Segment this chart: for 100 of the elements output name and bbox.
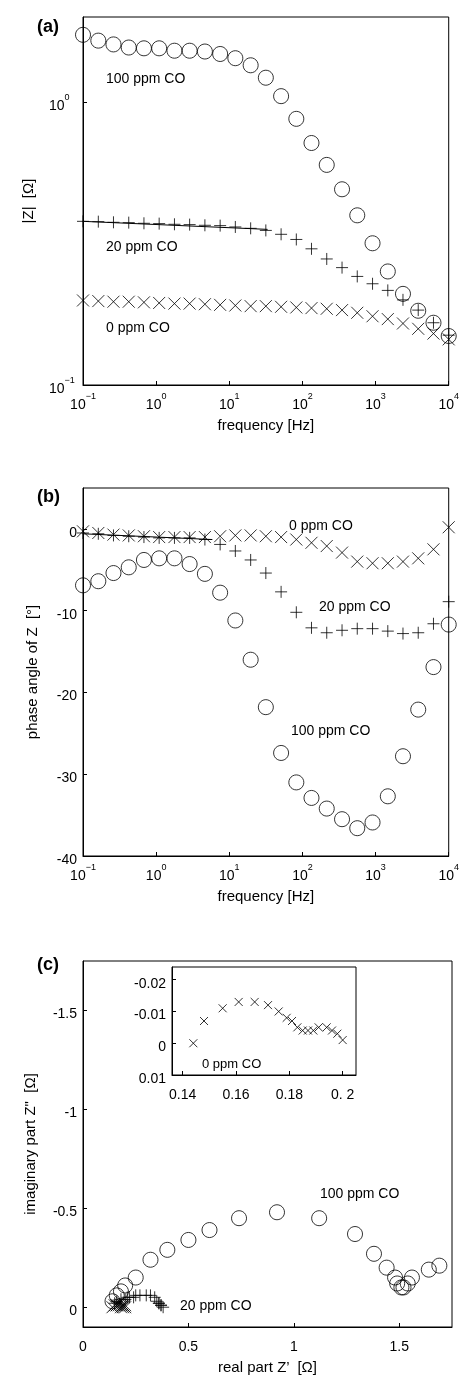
point: [303, 789, 320, 806]
x-tick-label: 1: [289, 1338, 298, 1354]
point: [349, 820, 366, 837]
point: [213, 219, 227, 233]
point: [242, 651, 259, 668]
point: [269, 1204, 285, 1221]
point: [403, 1269, 420, 1286]
point: [334, 181, 351, 198]
point: [106, 215, 120, 229]
point: [442, 332, 456, 346]
point: [335, 546, 349, 560]
point: [320, 252, 334, 266]
point: [152, 296, 166, 310]
x-tick-label: 0. 2: [330, 1086, 355, 1102]
point: [231, 1210, 248, 1227]
point: [105, 36, 122, 53]
point: [183, 297, 197, 311]
point: [120, 39, 137, 56]
point: [75, 577, 91, 594]
point: [320, 626, 334, 640]
point: [274, 1006, 284, 1016]
series-label: 100 ppm CO: [291, 722, 371, 738]
series-label: 20 ppm CO: [106, 238, 178, 254]
point: [292, 1022, 302, 1032]
point: [420, 1261, 437, 1278]
point: [181, 556, 198, 573]
point: [122, 295, 136, 309]
point: [228, 544, 242, 558]
point: [212, 45, 229, 62]
point: [366, 277, 380, 291]
point: [212, 584, 229, 601]
point: [411, 551, 425, 565]
point: [166, 42, 183, 59]
point: [387, 1269, 404, 1286]
point: [366, 1245, 382, 1262]
point: [259, 299, 273, 313]
point: [274, 585, 288, 599]
point: [282, 1013, 292, 1023]
point: [318, 156, 335, 173]
point: [137, 295, 151, 309]
point: [273, 88, 290, 105]
point: [244, 553, 258, 567]
point: [263, 1000, 273, 1010]
y-tick-label: -0.01: [134, 1006, 167, 1023]
y-tick-label: -10: [56, 605, 78, 622]
point: [308, 1026, 318, 1036]
point: [242, 57, 259, 74]
point: [366, 622, 380, 636]
point: [350, 622, 364, 636]
point: [117, 1277, 134, 1294]
point: [288, 774, 305, 791]
point: [274, 300, 288, 314]
point: [394, 748, 411, 765]
y-tick-label: -20: [56, 687, 78, 704]
point: [426, 617, 440, 631]
x-tick-label: 0: [79, 1338, 88, 1354]
point: [304, 536, 318, 550]
point: [366, 556, 380, 570]
chart-title: (c): [37, 954, 59, 974]
x-axis-title: real part Z’ [Ω]: [217, 1358, 318, 1375]
point: [379, 263, 396, 280]
point: [304, 242, 318, 256]
point: [259, 223, 273, 237]
point: [218, 1003, 228, 1013]
point: [213, 529, 227, 543]
point: [350, 269, 364, 283]
point: [135, 551, 152, 568]
point: [166, 550, 183, 567]
point: [334, 811, 351, 828]
point: [378, 1259, 395, 1276]
point: [257, 699, 274, 716]
point: [335, 303, 349, 317]
point: [105, 565, 122, 582]
point: [289, 533, 303, 547]
point: [201, 1222, 218, 1239]
point: [349, 207, 366, 224]
series-label: 100 ppm CO: [320, 1185, 400, 1201]
series-label: 20 ppm CO: [319, 598, 391, 614]
point: [318, 800, 335, 817]
point: [381, 283, 395, 297]
y-tick-label: -30: [56, 769, 78, 786]
x-tick-label: 0.14: [169, 1086, 197, 1102]
point: [314, 1022, 324, 1032]
x-tick-label: 0.18: [275, 1086, 304, 1102]
point: [159, 1241, 176, 1258]
point: [442, 595, 456, 609]
point: [122, 216, 136, 230]
point: [304, 621, 318, 635]
point: [259, 566, 273, 580]
point: [411, 626, 425, 640]
series-label: 100 ppm CO: [106, 70, 186, 86]
point: [152, 217, 166, 231]
series-label: 0 ppm CO: [202, 1055, 262, 1071]
point: [75, 26, 91, 43]
point: [289, 300, 303, 314]
series-label: 0 ppm CO: [106, 319, 170, 335]
y-tick-label: -0.5: [52, 1203, 78, 1220]
y-tick-label: 0.01: [138, 1070, 167, 1086]
x-tick-label: 0.5: [178, 1338, 199, 1354]
point: [440, 616, 457, 633]
